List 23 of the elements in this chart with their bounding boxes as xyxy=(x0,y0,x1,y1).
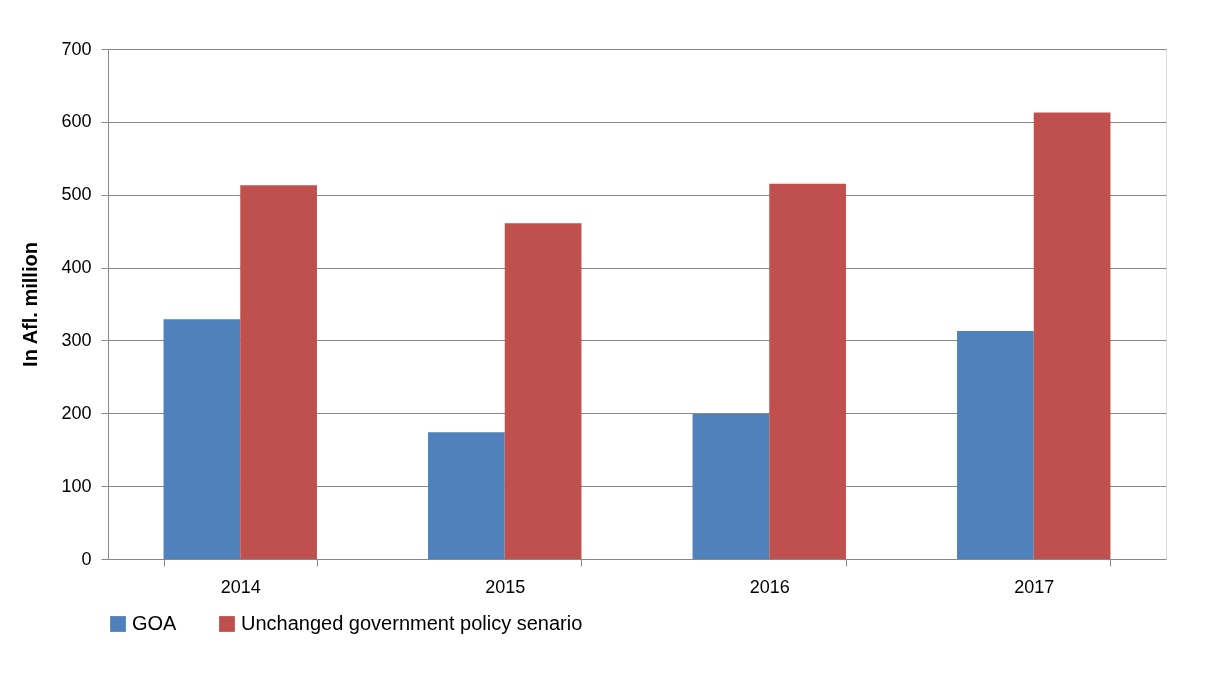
x-tick-label: 2015 xyxy=(485,576,526,597)
y-tick-label: 100 xyxy=(61,475,92,496)
bar xyxy=(504,223,582,559)
y-axis-title: In Afl. million xyxy=(19,242,42,367)
x-tick-label: 2017 xyxy=(1014,576,1055,597)
bar xyxy=(957,330,1034,559)
y-tick-label: 500 xyxy=(61,184,92,205)
bar xyxy=(1033,112,1111,559)
y-tick-label: 200 xyxy=(61,402,92,423)
x-tick-label: 2016 xyxy=(749,576,790,597)
y-tick-label: 600 xyxy=(61,111,92,132)
legend-label: Unchanged government policy senario xyxy=(241,612,583,634)
y-tick-label: 400 xyxy=(61,257,92,278)
bar xyxy=(769,183,846,559)
bar xyxy=(163,319,241,559)
y-tick-label: 300 xyxy=(61,329,92,350)
bar xyxy=(692,414,770,559)
x-tick-label: 2014 xyxy=(220,576,261,597)
bar xyxy=(240,185,317,559)
legend-label: GOA xyxy=(132,612,178,634)
y-tick-label: 0 xyxy=(81,548,92,569)
bar xyxy=(428,432,505,559)
y-tick-label: 700 xyxy=(61,38,92,59)
